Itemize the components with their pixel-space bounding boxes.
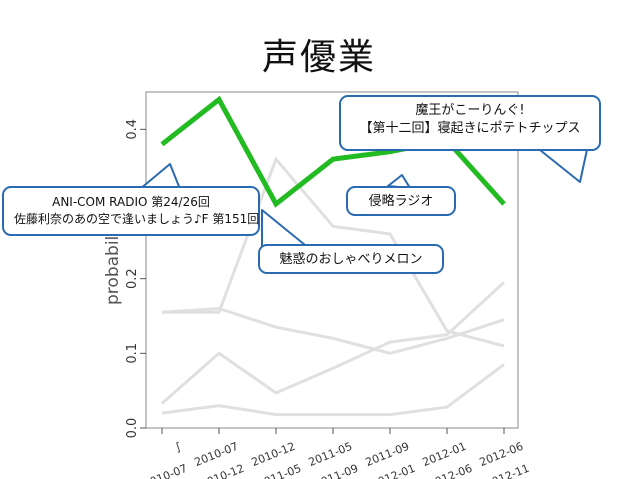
y-axis-label: probabili: [103, 231, 123, 305]
callout-shinryaku: 侵略ラジオ: [346, 186, 456, 216]
callout-shinryaku-line-1: 侵略ラジオ: [368, 194, 434, 209]
callout-maou-line-1: 魔王がこーりんぐ!: [415, 103, 525, 118]
series-line-2: [161, 306, 505, 355]
y-tick-label: 0.2: [125, 268, 140, 289]
y-tick-label: 0.1: [125, 343, 140, 364]
series-line-4: [161, 363, 505, 417]
series-line-1: [162, 156, 505, 348]
callout-maou: 魔王がこーりんぐ! 【第十二回】寝起きにポテトチップス: [339, 95, 601, 151]
series-line-3: [161, 281, 506, 405]
slide-title: 声優業: [261, 37, 376, 78]
callout-miwaku-line-1: 魅惑のおしゃべりメロン: [279, 252, 423, 267]
y-tick-label: 0.0: [125, 418, 140, 439]
plot-frame: [145, 91, 519, 429]
x-tick-label-top: ∫: [173, 440, 183, 454]
callout-maou-line-2: 【第十二回】寝起きにポテトチップス: [359, 121, 581, 136]
y-tick-label: 0.4: [125, 119, 140, 140]
callout-miwaku: 魅惑のおしゃべりメロン: [258, 244, 444, 274]
x-tick-label-bottom: 2010-07: [142, 462, 189, 479]
callout-anicom-line-2: 佐藤利奈のあの空で逢いましょう♪F 第151回: [14, 212, 260, 226]
callout-anicom-line-1: ANI-COM RADIO 第24/26回: [52, 195, 210, 209]
callout-anicom: ANI-COM RADIO 第24/26回 佐藤利奈のあの空で逢いましょう♪F …: [2, 186, 260, 236]
